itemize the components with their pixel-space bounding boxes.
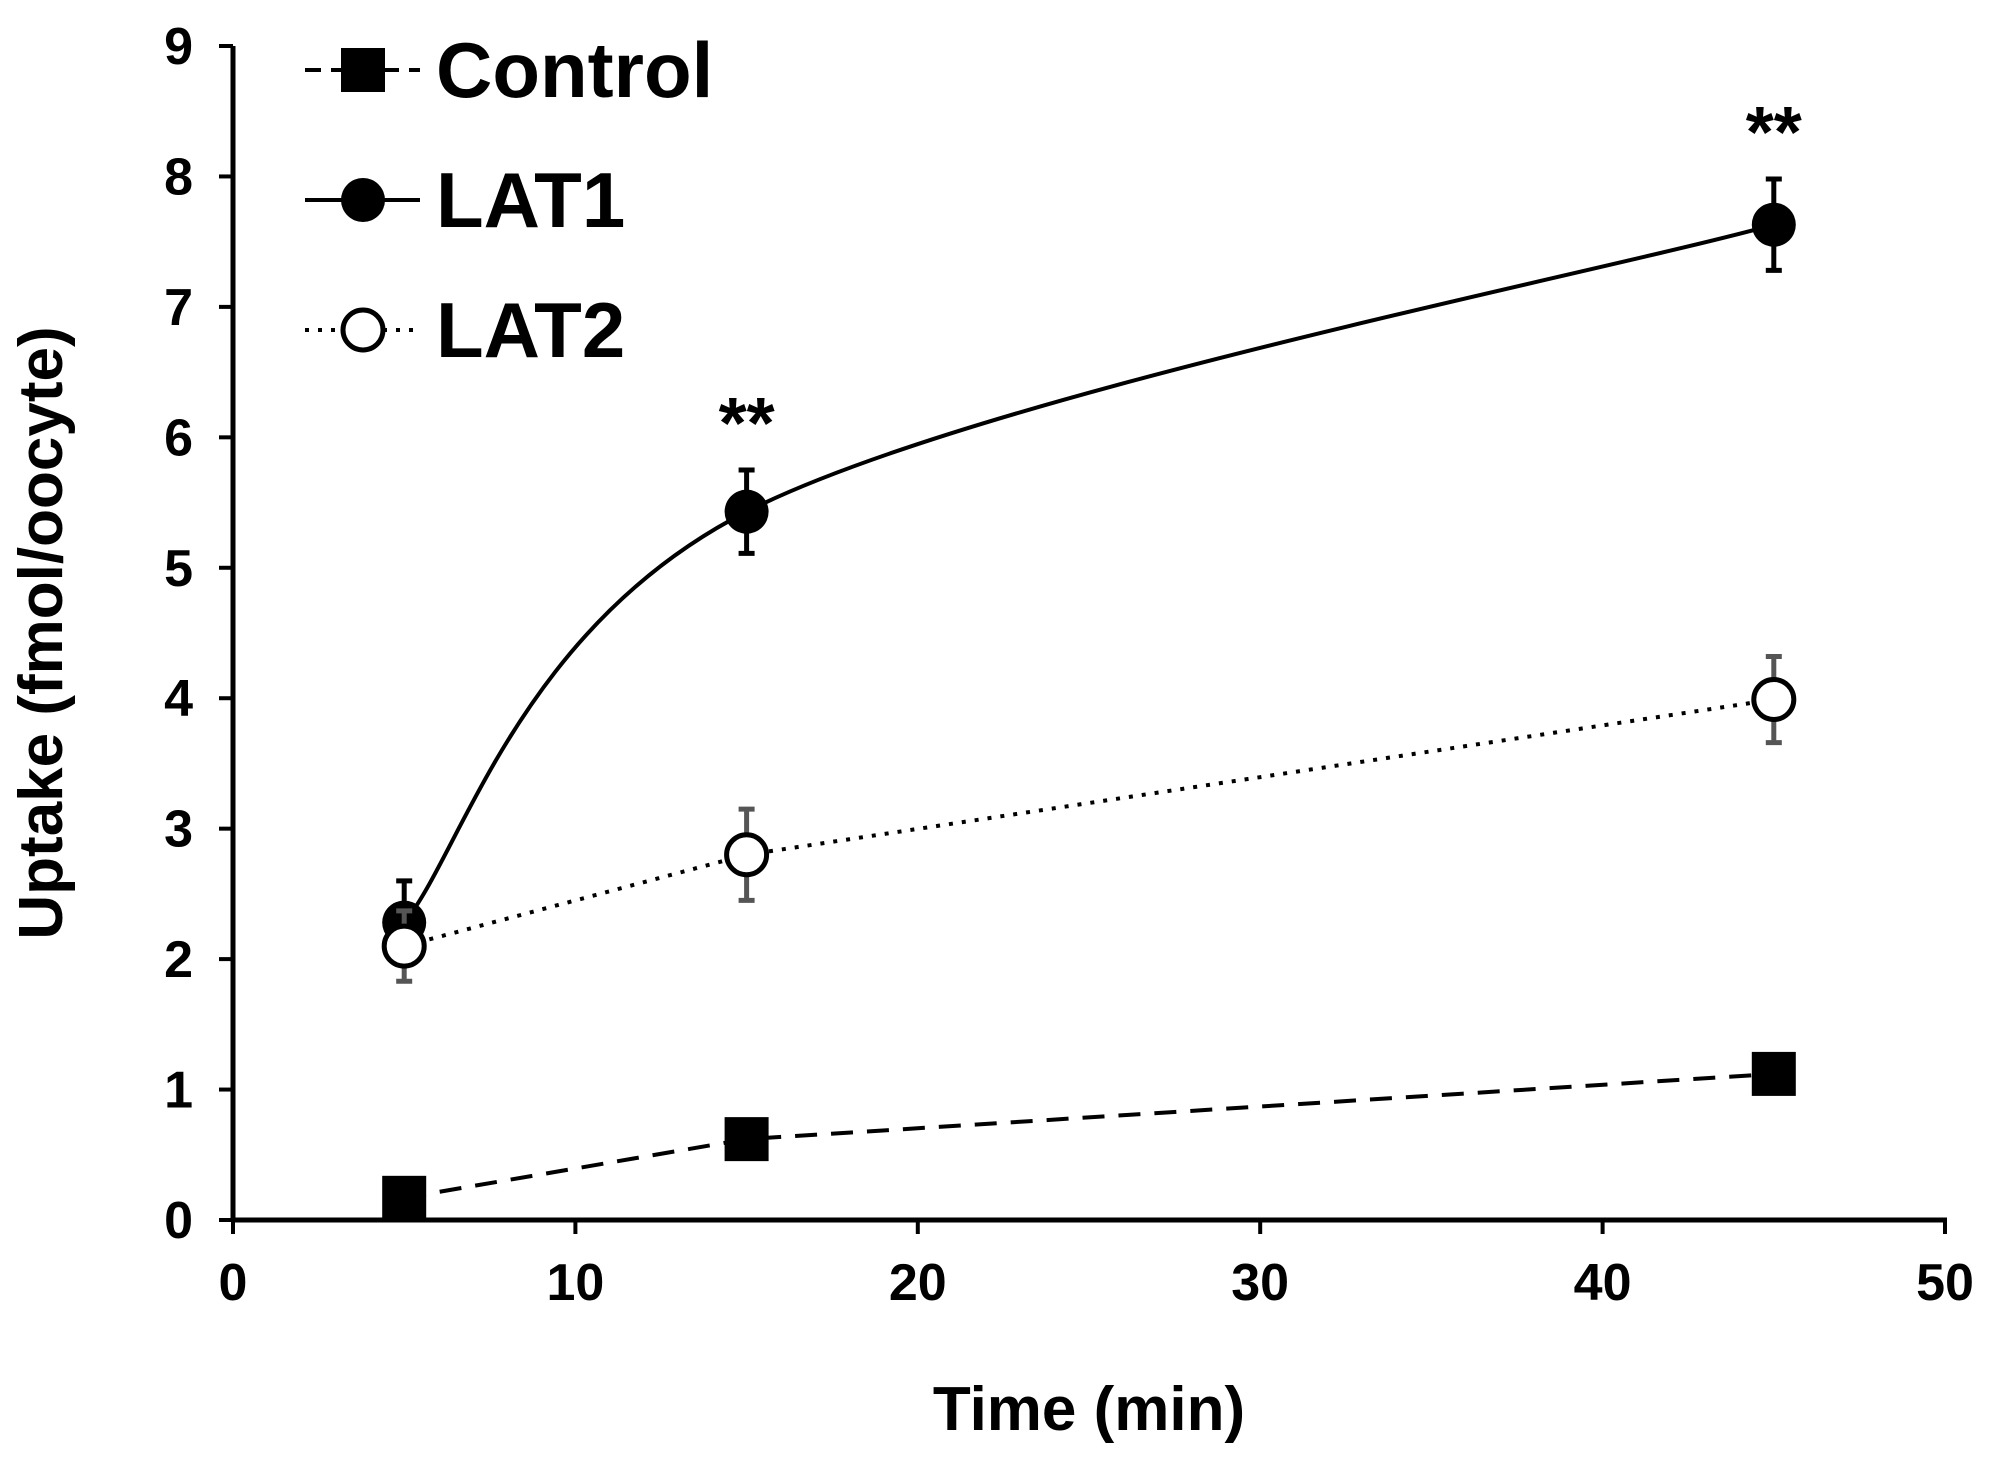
lat2-point	[1751, 677, 1797, 723]
series-control	[382, 1051, 1796, 1220]
legend-item-lat2: LAT2	[305, 286, 625, 374]
y-tick-label: 3	[164, 801, 193, 859]
legend-marker-control	[341, 48, 385, 92]
x-tick-label: 20	[889, 1254, 947, 1312]
significance-marker: **	[719, 384, 775, 464]
y-tick-label: 8	[164, 148, 193, 206]
legend-item-control: Control	[305, 26, 713, 114]
y-tick-label: 2	[164, 931, 193, 989]
lat2-line	[403, 697, 1775, 948]
y-tick-label: 7	[164, 279, 193, 337]
lat2-point	[381, 923, 427, 969]
y-tick-label: 5	[164, 540, 193, 598]
x-tick-label: 30	[1231, 1254, 1289, 1312]
legend-label-control: Control	[436, 26, 713, 114]
legend-label-lat2: LAT2	[436, 286, 625, 374]
control-line	[403, 1071, 1774, 1200]
legend-item-lat1: LAT1	[305, 156, 625, 244]
legend-marker-lat2	[340, 307, 386, 353]
y-axis-label: Uptake (fmol/oocyte)	[7, 326, 76, 939]
x-tick-label: 0	[219, 1254, 248, 1312]
x-tick-label: 40	[1574, 1254, 1632, 1312]
control-point	[382, 1175, 427, 1220]
series-layer: ** **	[381, 93, 1802, 1220]
y-tick-label: 6	[164, 409, 193, 467]
lat1-line	[402, 222, 1775, 924]
series-lat2	[381, 653, 1797, 984]
legend-marker-lat1	[341, 178, 385, 222]
significance-marker: **	[1746, 93, 1802, 173]
x-tick-label: 50	[1916, 1254, 1974, 1312]
y-tick-label: 1	[164, 1062, 193, 1120]
legend: Control LAT1 LAT2	[305, 26, 713, 374]
lat1-point	[1751, 202, 1796, 247]
lat2-point	[724, 832, 770, 878]
axes: 0 10 20 30 40 50 0 1 2 3 4 5 6 7 8 9	[164, 18, 1974, 1312]
legend-label-lat1: LAT1	[436, 156, 625, 244]
x-tick-label: 10	[546, 1254, 604, 1312]
control-point	[1751, 1051, 1796, 1096]
y-tick-label: 4	[164, 670, 193, 728]
y-tick-label: 0	[164, 1192, 193, 1250]
x-axis-label: Time (min)	[933, 1375, 1245, 1444]
y-tick-label: 9	[164, 18, 193, 76]
lat1-point	[724, 489, 769, 534]
control-point	[724, 1117, 769, 1162]
